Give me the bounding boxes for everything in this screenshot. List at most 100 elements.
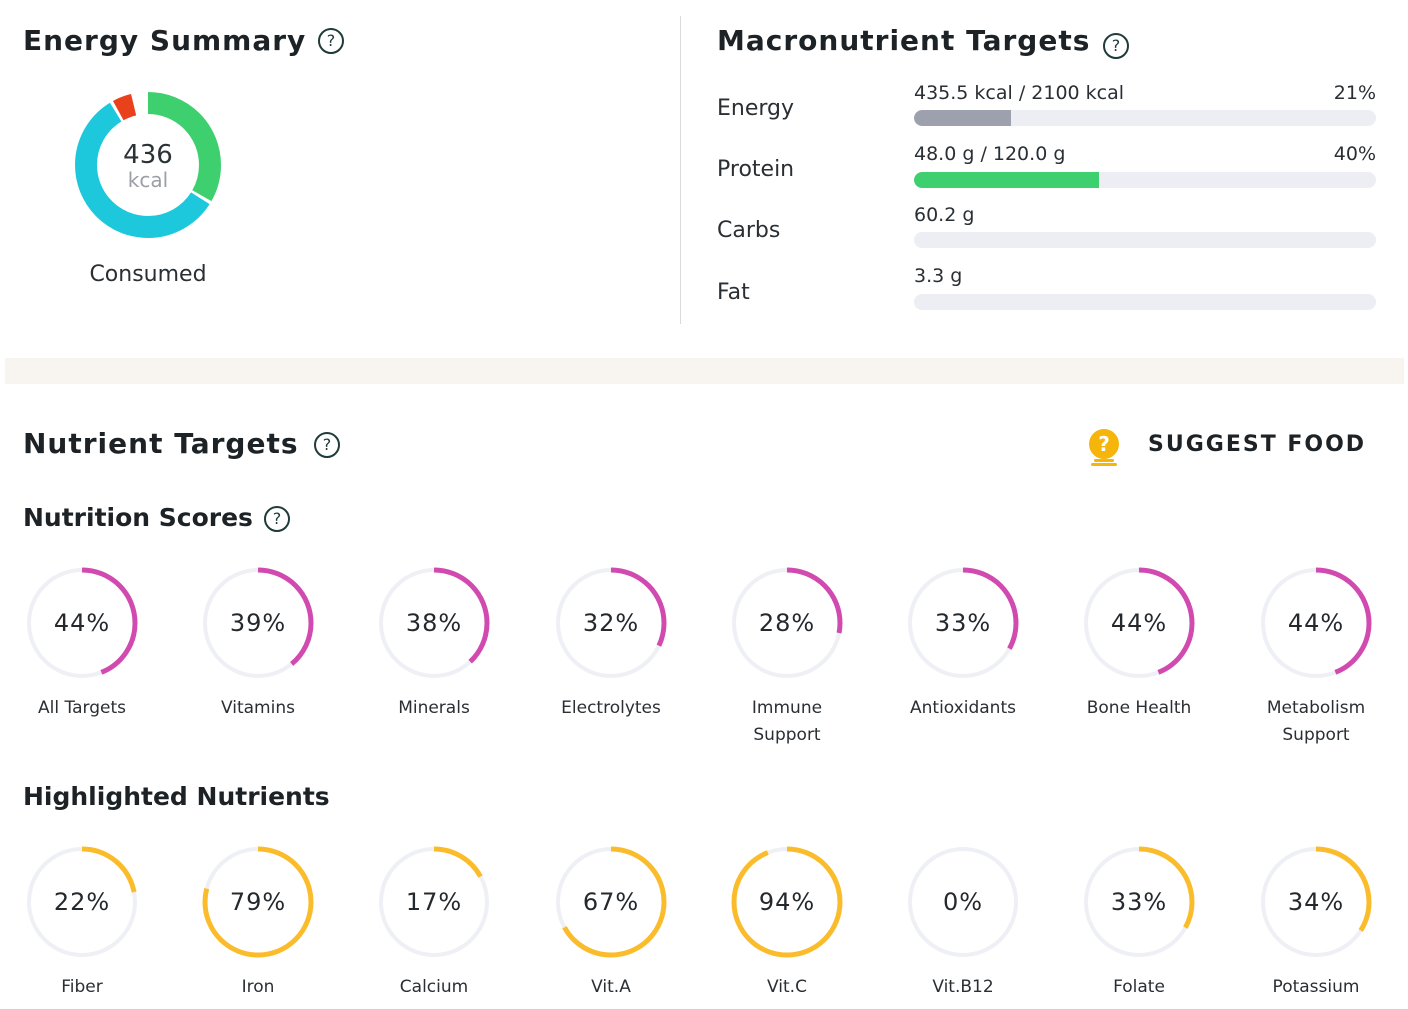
nutrient-ring-progress: [1260, 846, 1372, 958]
score-ring: [907, 567, 1019, 679]
nutrient-label: Vit.A: [591, 977, 631, 997]
nutrient-item[interactable]: 79% Iron: [170, 842, 346, 1001]
score-item[interactable]: 39% Vitamins: [170, 563, 346, 722]
score-ring: [1083, 567, 1195, 679]
macro-label: Carbs: [717, 218, 781, 243]
score-ring: [731, 567, 843, 679]
nutrient-value: 0%: [942, 888, 984, 916]
nutrient-label: Potassium: [1272, 977, 1360, 997]
score-value: 44%: [1287, 609, 1345, 637]
macro-progress-fill: [914, 172, 1099, 188]
nutrient-ring: [1083, 846, 1195, 958]
lightbulb-question-icon: ?: [1089, 429, 1119, 466]
score-label: Immune Support: [751, 698, 823, 745]
score-label: Antioxidants: [910, 698, 1016, 718]
nutrient-ring: [378, 846, 490, 958]
nutrient-targets-help-icon[interactable]: ?: [314, 432, 340, 458]
nutrient-ring: [731, 846, 843, 958]
nutrition-scores-help-icon[interactable]: ?: [264, 506, 290, 532]
macro-amount: 60.2 g: [914, 204, 975, 226]
nutrition-scores-title: Nutrition Scores: [23, 503, 253, 532]
nutrient-value: 79%: [229, 888, 287, 916]
nutrient-value: 22%: [53, 888, 111, 916]
section-divider: [680, 16, 681, 324]
score-ring-progress: [907, 567, 1019, 679]
score-label: Metabolism Support: [1266, 698, 1366, 745]
energy-summary-help-icon[interactable]: ?: [318, 28, 344, 54]
energy-donut-segment: [75, 92, 221, 238]
score-ring-progress: [378, 567, 490, 679]
nutrient-ring: [1260, 846, 1372, 958]
score-ring: [378, 567, 490, 679]
macro-amount: 435.5 kcal / 2100 kcal: [914, 82, 1125, 104]
nutrient-ring-progress: [202, 846, 314, 958]
nutrient-item[interactable]: 94% Vit.C: [699, 842, 875, 1001]
nutrient-item[interactable]: 67% Vit.A: [523, 842, 699, 1001]
macronutrient-help-icon[interactable]: ?: [1103, 33, 1129, 59]
score-label: Bone Health: [1086, 698, 1192, 718]
energy-donut-segment: [75, 92, 221, 238]
nutrient-label: Iron: [241, 977, 275, 997]
nutrient-value: 94%: [758, 888, 816, 916]
suggest-food-button[interactable]: ? SUGGEST FOOD: [1082, 424, 1372, 468]
nutrient-item[interactable]: 17% Calcium: [346, 842, 522, 1001]
score-ring: [555, 567, 667, 679]
macro-amount: 3.3 g: [914, 265, 963, 287]
macro-progress-track: [914, 232, 1376, 248]
highlighted-nutrients-title: Highlighted Nutrients: [23, 782, 330, 811]
energy-donut-chart: [75, 92, 221, 238]
nutrient-item[interactable]: 0% Vit.B12: [875, 842, 1051, 1001]
score-item[interactable]: 44% Bone Health: [1051, 563, 1227, 722]
macro-amount: 48.0 g / 120.0 g: [914, 143, 1066, 165]
nutrient-value: 34%: [1287, 888, 1345, 916]
score-ring-progress: [1083, 567, 1195, 679]
nutrient-ring-progress: [731, 846, 843, 958]
score-label: All Targets: [38, 698, 126, 718]
nutrient-value: 67%: [582, 888, 640, 916]
score-ring-progress: [731, 567, 843, 679]
score-ring-progress: [26, 567, 138, 679]
score-value: 28%: [758, 609, 816, 637]
nutrient-label: Vit.B12: [932, 977, 994, 997]
nutrient-label: Folate: [1113, 977, 1165, 997]
macro-percent: 40%: [1333, 143, 1376, 165]
score-item[interactable]: 44% Metabolism Support: [1228, 563, 1404, 749]
suggest-food-label: SUGGEST FOOD: [1148, 432, 1367, 457]
score-item[interactable]: 28% Immune Support: [699, 563, 875, 749]
nutrient-ring: [555, 846, 667, 958]
nutrient-item[interactable]: 22% Fiber: [0, 842, 170, 1001]
nutrient-label: Fiber: [61, 977, 103, 997]
score-label: Electrolytes: [561, 698, 661, 718]
macro-progress-fill: [914, 110, 1012, 126]
score-value: 33%: [934, 609, 992, 637]
nutrient-ring-progress: [378, 846, 490, 958]
score-value: 44%: [1110, 609, 1168, 637]
nutrient-item[interactable]: 34% Potassium: [1228, 842, 1404, 1001]
nutrient-item[interactable]: 33% Folate: [1051, 842, 1227, 1001]
score-item[interactable]: 33% Antioxidants: [875, 563, 1051, 722]
macro-progress-track: [914, 110, 1376, 126]
score-ring-progress: [1260, 567, 1372, 679]
nutrient-value: 33%: [1110, 888, 1168, 916]
macro-label: Energy: [717, 96, 795, 121]
nutrient-value: 17%: [405, 888, 463, 916]
macro-label: Fat: [717, 280, 750, 305]
score-value: 44%: [53, 609, 111, 637]
macro-progress-track: [914, 294, 1376, 310]
macro-label: Protein: [717, 157, 795, 182]
nutrient-ring: [202, 846, 314, 958]
macro-progress-track: [914, 172, 1376, 188]
score-value: 32%: [582, 609, 640, 637]
score-value: 39%: [229, 609, 287, 637]
nutrient-ring: [907, 846, 1019, 958]
score-ring: [1260, 567, 1372, 679]
nutrient-ring-progress: [1083, 846, 1195, 958]
svg-text:?: ?: [1098, 432, 1110, 456]
score-ring: [26, 567, 138, 679]
score-item[interactable]: 44% All Targets: [0, 563, 170, 722]
score-item[interactable]: 32% Electrolytes: [523, 563, 699, 722]
score-item[interactable]: 38% Minerals: [346, 563, 522, 722]
energy-consumed-caption: Consumed: [89, 262, 207, 287]
macro-percent: 21%: [1333, 82, 1376, 104]
energy-consumed-value: 436: [123, 140, 173, 170]
